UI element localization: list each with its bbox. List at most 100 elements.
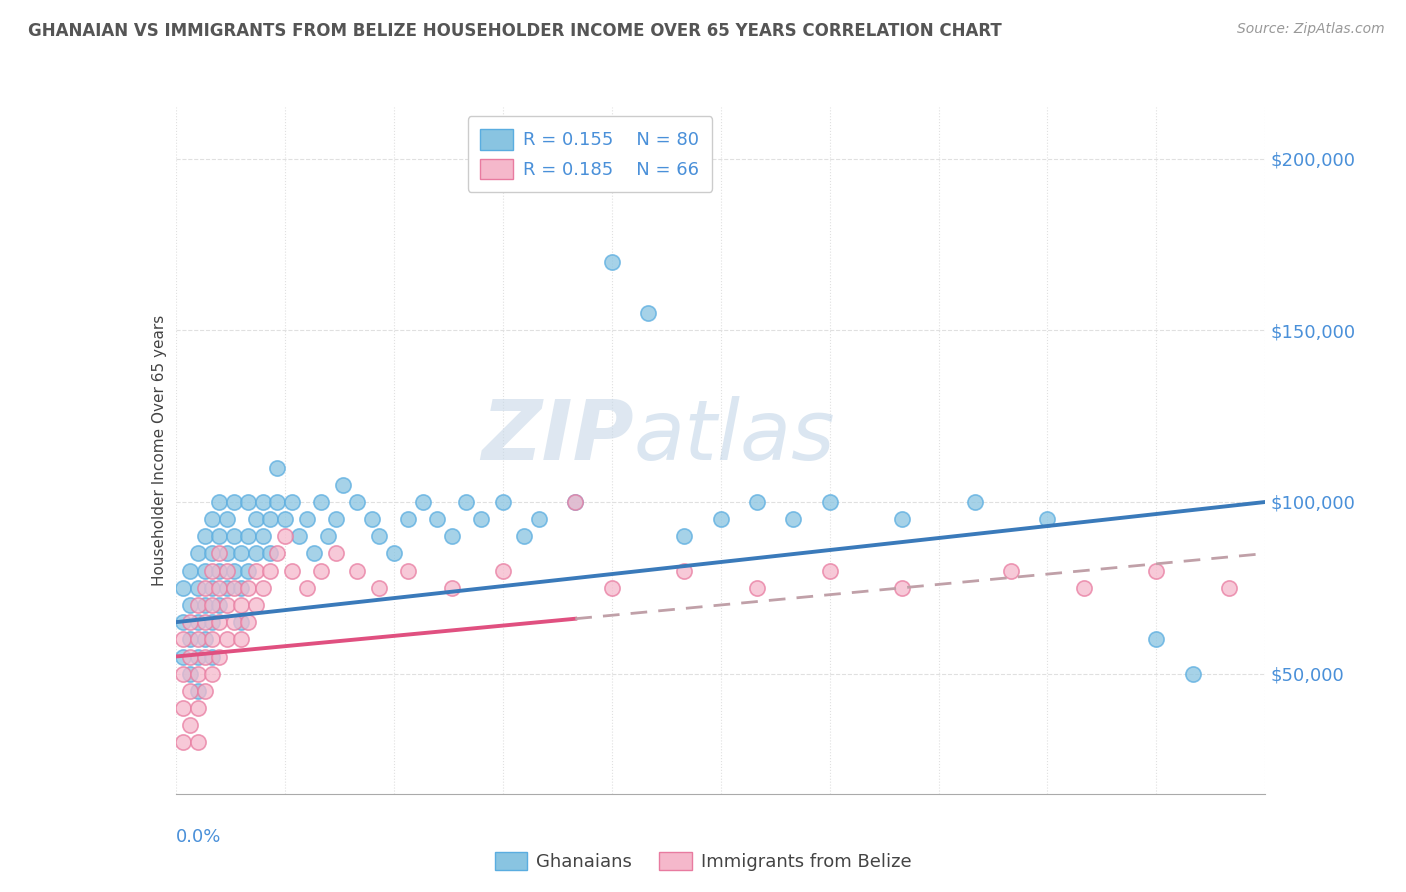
Point bbox=[179, 718, 201, 732]
Point bbox=[186, 598, 209, 612]
Point bbox=[208, 598, 231, 612]
Point bbox=[201, 615, 224, 630]
Point bbox=[208, 564, 231, 578]
Legend: R = 0.155    N = 80, R = 0.185    N = 66: R = 0.155 N = 80, R = 0.185 N = 66 bbox=[468, 116, 711, 192]
Point bbox=[238, 529, 260, 543]
Point bbox=[201, 666, 224, 681]
Point bbox=[513, 529, 536, 543]
Point bbox=[215, 564, 238, 578]
Point bbox=[1181, 666, 1204, 681]
Y-axis label: Householder Income Over 65 years: Householder Income Over 65 years bbox=[152, 315, 167, 586]
Point bbox=[201, 598, 224, 612]
Point bbox=[1218, 581, 1240, 595]
Point bbox=[891, 581, 914, 595]
Point bbox=[252, 581, 274, 595]
Point bbox=[179, 615, 201, 630]
Point bbox=[252, 495, 274, 509]
Point bbox=[818, 495, 841, 509]
Point bbox=[238, 564, 260, 578]
Point bbox=[186, 735, 209, 749]
Point bbox=[215, 598, 238, 612]
Point bbox=[346, 495, 368, 509]
Point bbox=[259, 512, 281, 526]
Point bbox=[186, 615, 209, 630]
Text: 0.0%: 0.0% bbox=[176, 828, 221, 847]
Point bbox=[492, 495, 515, 509]
Point bbox=[745, 581, 768, 595]
Point bbox=[222, 495, 245, 509]
Point bbox=[238, 581, 260, 595]
Point bbox=[231, 581, 253, 595]
Point bbox=[186, 581, 209, 595]
Point bbox=[710, 512, 733, 526]
Point bbox=[745, 495, 768, 509]
Point bbox=[222, 581, 245, 595]
Point bbox=[231, 546, 253, 561]
Point bbox=[382, 546, 405, 561]
Point bbox=[208, 649, 231, 664]
Point bbox=[194, 649, 217, 664]
Point bbox=[194, 615, 217, 630]
Point bbox=[186, 632, 209, 647]
Point bbox=[325, 546, 347, 561]
Point bbox=[208, 529, 231, 543]
Point bbox=[252, 529, 274, 543]
Point bbox=[346, 564, 368, 578]
Point bbox=[274, 529, 297, 543]
Point bbox=[172, 632, 194, 647]
Point bbox=[245, 512, 267, 526]
Point bbox=[186, 683, 209, 698]
Point bbox=[222, 564, 245, 578]
Point bbox=[194, 581, 217, 595]
Point bbox=[179, 564, 201, 578]
Point bbox=[360, 512, 382, 526]
Point bbox=[412, 495, 434, 509]
Point bbox=[891, 512, 914, 526]
Point bbox=[818, 564, 841, 578]
Point bbox=[245, 546, 267, 561]
Point bbox=[470, 512, 492, 526]
Point bbox=[325, 512, 347, 526]
Point bbox=[673, 564, 696, 578]
Point bbox=[259, 564, 281, 578]
Point bbox=[1291, 564, 1313, 578]
Point bbox=[208, 581, 231, 595]
Point bbox=[245, 598, 267, 612]
Point bbox=[637, 306, 659, 320]
Point bbox=[963, 495, 986, 509]
Point bbox=[295, 581, 318, 595]
Point bbox=[368, 581, 391, 595]
Point bbox=[782, 512, 804, 526]
Point bbox=[201, 581, 224, 595]
Point bbox=[231, 632, 253, 647]
Point bbox=[266, 546, 288, 561]
Point bbox=[179, 632, 201, 647]
Point bbox=[194, 683, 217, 698]
Point bbox=[1364, 564, 1386, 578]
Point bbox=[172, 615, 194, 630]
Point bbox=[1146, 632, 1168, 647]
Point bbox=[172, 649, 194, 664]
Point bbox=[215, 632, 238, 647]
Point bbox=[179, 683, 201, 698]
Point bbox=[266, 495, 288, 509]
Point bbox=[172, 581, 194, 595]
Point bbox=[172, 735, 194, 749]
Point bbox=[266, 460, 288, 475]
Point bbox=[186, 701, 209, 715]
Point bbox=[201, 512, 224, 526]
Point bbox=[179, 666, 201, 681]
Point bbox=[194, 564, 217, 578]
Point bbox=[1036, 512, 1059, 526]
Point bbox=[288, 529, 311, 543]
Point bbox=[600, 254, 623, 268]
Point bbox=[426, 512, 449, 526]
Point bbox=[440, 529, 463, 543]
Point bbox=[194, 529, 217, 543]
Point bbox=[208, 615, 231, 630]
Point bbox=[179, 598, 201, 612]
Point bbox=[492, 564, 515, 578]
Point bbox=[238, 615, 260, 630]
Text: ZIP: ZIP bbox=[481, 396, 633, 477]
Point bbox=[527, 512, 550, 526]
